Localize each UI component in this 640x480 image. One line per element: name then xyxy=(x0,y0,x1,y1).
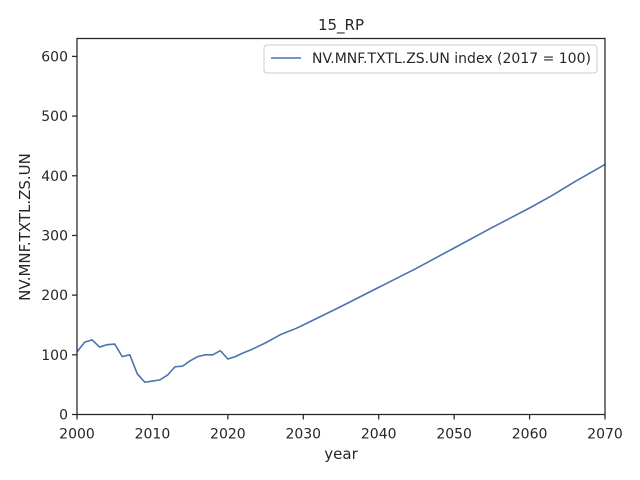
x-axis-label: year xyxy=(324,445,358,463)
y-axis-ticks: 0 100 200 300 400 500 600 xyxy=(41,49,77,424)
x-tick-label: 2030 xyxy=(285,427,321,443)
legend-box xyxy=(263,44,598,74)
y-tick-label: 200 xyxy=(41,288,68,304)
y-tick-label: 500 xyxy=(41,109,68,125)
chart-title: 15_RP xyxy=(318,16,364,35)
x-axis-ticks: 2000 2010 2020 2030 2040 2050 2060 2070 xyxy=(59,414,623,443)
y-tick-label: 600 xyxy=(41,49,68,65)
y-tick-label: 400 xyxy=(41,169,68,185)
x-tick-label: 2060 xyxy=(512,427,548,443)
y-tick-label: 100 xyxy=(41,348,68,364)
series-layer xyxy=(76,163,606,384)
y-axis-label: NV.MNF.TXTL.ZS.UN xyxy=(16,153,34,301)
legend: NV.MNF.TXTL.ZS.UN index (2017 = 100) xyxy=(263,44,598,74)
y-tick-label: 0 xyxy=(59,408,68,424)
x-tick-label: 2020 xyxy=(210,427,246,443)
x-tick-label: 2070 xyxy=(587,427,623,443)
series-line xyxy=(76,163,606,384)
x-tick-label: 2010 xyxy=(135,427,171,443)
x-tick-label: 2000 xyxy=(59,427,95,443)
legend-label: NV.MNF.TXTL.ZS.UN index (2017 = 100) xyxy=(312,51,591,67)
y-tick-label: 300 xyxy=(41,228,68,244)
plot-frame xyxy=(76,37,606,416)
x-tick-label: 2040 xyxy=(361,427,397,443)
x-tick-label: 2050 xyxy=(436,427,472,443)
